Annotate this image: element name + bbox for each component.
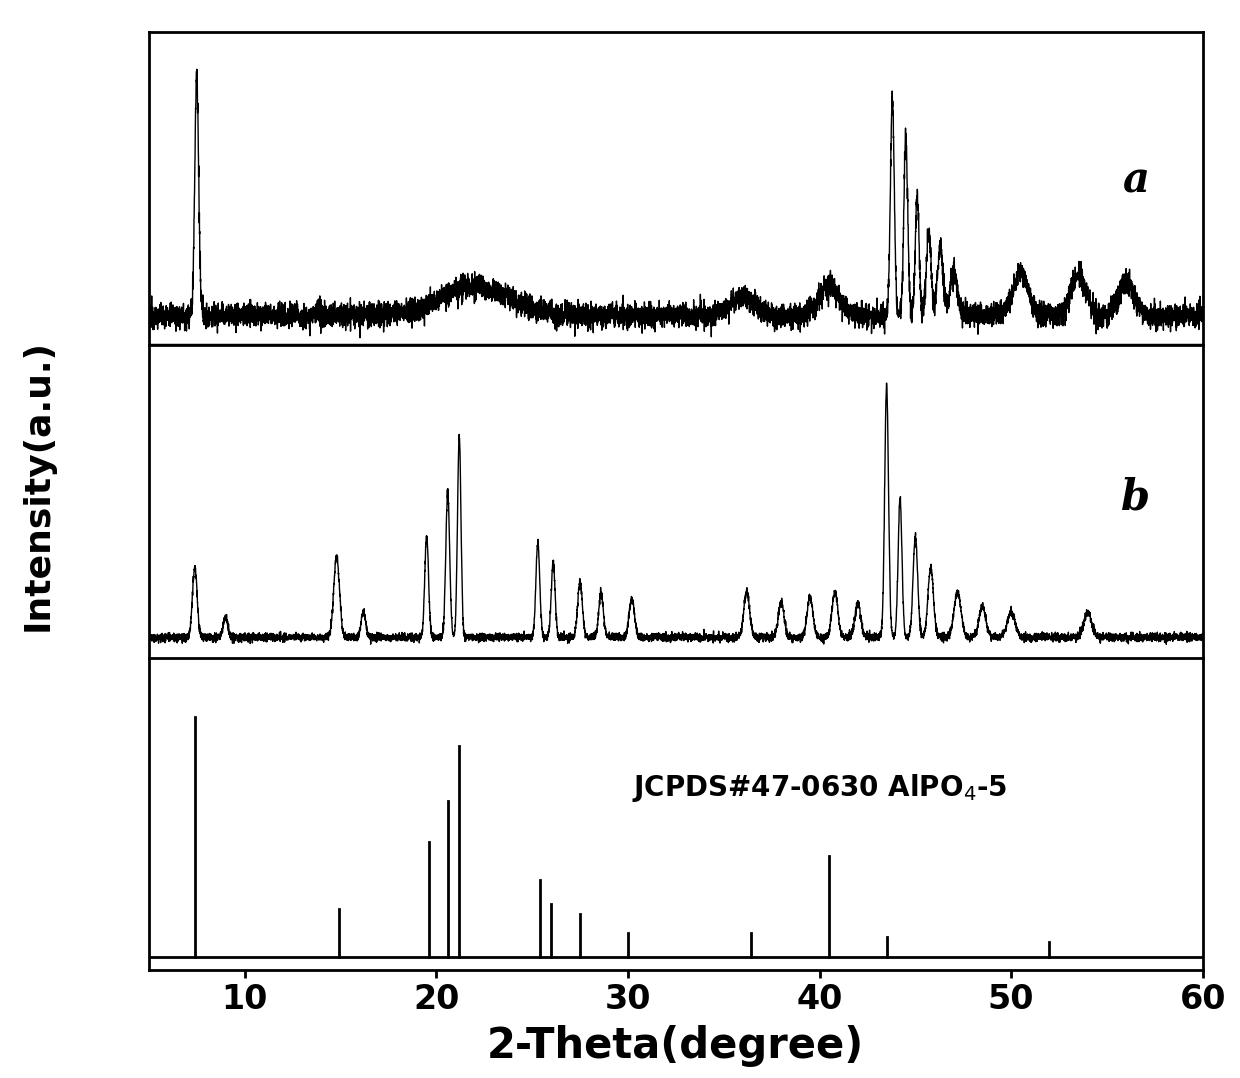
- Text: Intensity(a.u.): Intensity(a.u.): [20, 340, 55, 631]
- Text: a: a: [1122, 160, 1149, 201]
- Text: 2-Theta(degree): 2-Theta(degree): [487, 1025, 864, 1067]
- Text: JCPDS#47-0630 AlPO$_4$-5: JCPDS#47-0630 AlPO$_4$-5: [632, 772, 1007, 804]
- Text: b: b: [1121, 476, 1151, 519]
